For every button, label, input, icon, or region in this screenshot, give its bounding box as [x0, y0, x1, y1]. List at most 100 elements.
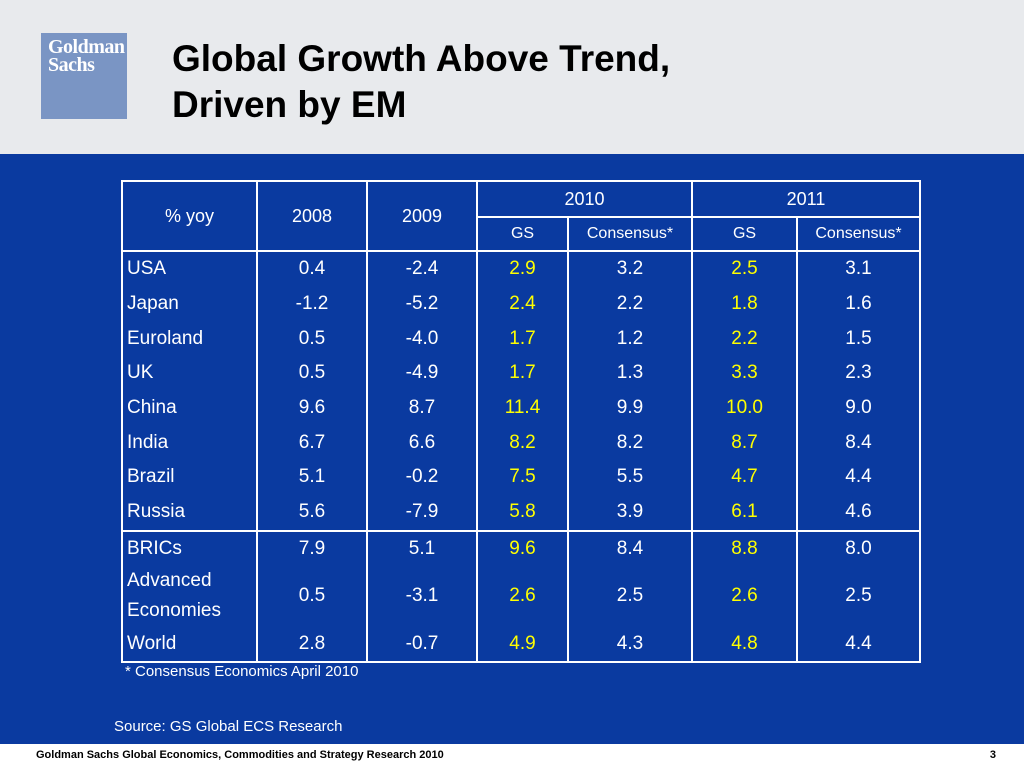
page-number: 3 [989, 749, 996, 761]
cell-2010-gs: 2.6 [476, 566, 569, 627]
cell-2008: 9.6 [256, 390, 368, 426]
cell-2008: 0.5 [256, 566, 368, 627]
table-footnote: * Consensus Economics April 2010 [125, 663, 359, 680]
cell-2011-gs: 1.8 [691, 286, 798, 322]
cell-2009: 5.1 [366, 529, 478, 567]
cell-2010-gs: 2.9 [476, 250, 569, 287]
row-label: Japan [121, 286, 258, 322]
row-label: Russia [121, 494, 258, 531]
cell-2010-consensus: 1.3 [567, 356, 693, 391]
cell-2009: -2.4 [366, 250, 478, 287]
cell-2011-gs: 10.0 [691, 390, 798, 426]
cell-2011-gs: 8.8 [691, 529, 798, 567]
cell-2010-consensus: 5.5 [567, 460, 693, 495]
cell-2011-consensus: 2.3 [796, 356, 921, 391]
cell-2011-consensus: 1.6 [796, 286, 921, 322]
cell-2011-consensus: 9.0 [796, 390, 921, 426]
cell-2010-consensus: 3.9 [567, 494, 693, 531]
table-row-usa: USA 0.4 -2.4 2.9 3.2 2.5 3.1 [121, 250, 921, 287]
cell-2011-gs: 4.7 [691, 460, 798, 495]
table-row-uk: UK 0.5 -4.9 1.7 1.3 3.3 2.3 [121, 356, 921, 391]
cell-2010-gs: 4.9 [476, 626, 569, 663]
cell-2011-gs: 3.3 [691, 356, 798, 391]
row-label: World [121, 626, 258, 663]
cell-2010-consensus: 9.9 [567, 390, 693, 426]
cell-2009: 6.6 [366, 425, 478, 461]
cell-2010-consensus: 8.2 [567, 425, 693, 461]
cell-2010-consensus: 8.4 [567, 529, 693, 567]
header-2010: 2010 [476, 180, 693, 218]
slide-header: Goldman Sachs Global Growth Above Trend,… [0, 0, 1024, 154]
source-note: Source: GS Global ECS Research [114, 718, 343, 735]
table-row-china: China 9.6 8.7 11.4 9.9 10.0 9.0 [121, 390, 921, 426]
cell-2010-gs: 8.2 [476, 425, 569, 461]
cell-2011-consensus: 1.5 [796, 321, 921, 357]
cell-2009: -4.9 [366, 356, 478, 391]
cell-2009: -0.7 [366, 626, 478, 663]
header-2011-gs: GS [691, 216, 798, 252]
row-label: BRICs [121, 529, 258, 567]
cell-2010-consensus: 3.2 [567, 250, 693, 287]
row-label: Advanced Economies [121, 566, 258, 627]
cell-2010-consensus: 4.3 [567, 626, 693, 663]
cell-2011-consensus: 8.0 [796, 529, 921, 567]
cell-2011-consensus: 4.4 [796, 460, 921, 495]
row-label: USA [121, 250, 258, 287]
cell-2011-gs: 6.1 [691, 494, 798, 531]
slide-title-line-2: Driven by EM [172, 84, 407, 125]
row-label: China [121, 390, 258, 426]
table-row-advanced-economies: Advanced Economies 0.5 -3.1 2.6 2.5 2.6 … [121, 566, 921, 627]
cell-2011-consensus: 8.4 [796, 425, 921, 461]
cell-2011-consensus: 4.4 [796, 626, 921, 663]
cell-2008: 5.6 [256, 494, 368, 531]
cell-2008: -1.2 [256, 286, 368, 322]
cell-2009: -5.2 [366, 286, 478, 322]
cell-2008: 0.5 [256, 356, 368, 391]
row-label-line-2: Economies [127, 600, 221, 622]
cell-2010-gs: 9.6 [476, 529, 569, 567]
cell-2008: 6.7 [256, 425, 368, 461]
table-row-world: World 2.8 -0.7 4.9 4.3 4.8 4.4 [121, 626, 921, 663]
slide-title-line-1: Global Growth Above Trend, [172, 38, 671, 79]
row-label-line-1: Advanced [127, 570, 212, 592]
cell-2009: -0.2 [366, 460, 478, 495]
table-row-euroland: Euroland 0.5 -4.0 1.7 1.2 2.2 1.5 [121, 321, 921, 357]
cell-2009: -4.0 [366, 321, 478, 357]
table-row-japan: Japan -1.2 -5.2 2.4 2.2 1.8 1.6 [121, 286, 921, 322]
cell-2011-gs: 4.8 [691, 626, 798, 663]
cell-2008: 2.8 [256, 626, 368, 663]
cell-2010-gs: 7.5 [476, 460, 569, 495]
cell-2010-gs: 1.7 [476, 356, 569, 391]
cell-2010-consensus: 2.5 [567, 566, 693, 627]
cell-2010-gs: 5.8 [476, 494, 569, 531]
cell-2011-consensus: 2.5 [796, 566, 921, 627]
growth-table: % yoy 2008 2009 2010 2011 GS Consensus* … [121, 180, 921, 663]
cell-2010-gs: 2.4 [476, 286, 569, 322]
growth-table-container: % yoy 2008 2009 2010 2011 GS Consensus* … [121, 180, 921, 663]
cell-2011-consensus: 4.6 [796, 494, 921, 531]
row-label: Brazil [121, 460, 258, 495]
header-2011-consensus: Consensus* [796, 216, 921, 252]
cell-2011-gs: 8.7 [691, 425, 798, 461]
cell-2011-gs: 2.6 [691, 566, 798, 627]
header-2011: 2011 [691, 180, 921, 218]
slide-footer: Goldman Sachs Global Economics, Commodit… [0, 744, 1024, 768]
header-2009: 2009 [366, 180, 478, 252]
table-row-brazil: Brazil 5.1 -0.2 7.5 5.5 4.7 4.4 [121, 460, 921, 495]
cell-2011-gs: 2.5 [691, 250, 798, 287]
cell-2008: 0.5 [256, 321, 368, 357]
cell-2011-consensus: 3.1 [796, 250, 921, 287]
row-label: UK [121, 356, 258, 391]
cell-2008: 7.9 [256, 529, 368, 567]
cell-2008: 5.1 [256, 460, 368, 495]
cell-2011-gs: 2.2 [691, 321, 798, 357]
slide-title: Global Growth Above Trend, Driven by EM [172, 36, 670, 128]
row-label: India [121, 425, 258, 461]
cell-2009: 8.7 [366, 390, 478, 426]
header-2010-gs: GS [476, 216, 569, 252]
table-row-india: India 6.7 6.6 8.2 8.2 8.7 8.4 [121, 425, 921, 461]
table-row-brics: BRICs 7.9 5.1 9.6 8.4 8.8 8.0 [121, 529, 921, 567]
table-row-russia: Russia 5.6 -7.9 5.8 3.9 6.1 4.6 [121, 494, 921, 531]
header-2008: 2008 [256, 180, 368, 252]
cell-2010-gs: 1.7 [476, 321, 569, 357]
